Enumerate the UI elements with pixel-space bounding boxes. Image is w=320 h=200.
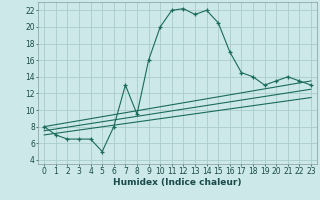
X-axis label: Humidex (Indice chaleur): Humidex (Indice chaleur)	[113, 178, 242, 187]
